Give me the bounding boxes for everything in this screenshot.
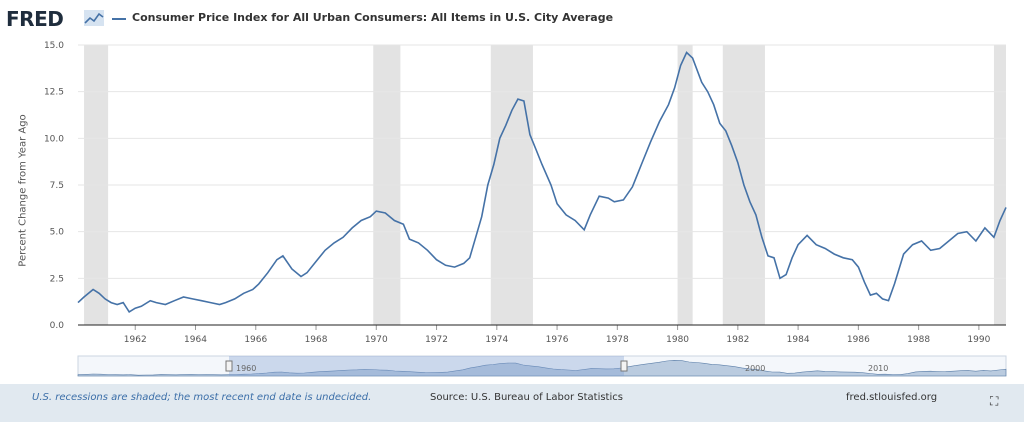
x-tick-label: 1984 [787,335,810,345]
x-tick-label: 1966 [244,335,267,345]
series-title: Consumer Price Index for All Urban Consu… [132,11,614,24]
y-tick-label: 5.0 [50,228,65,238]
x-tick-label: 1962 [124,335,147,345]
y-tick-labels: 0.0 2.5 5.0 7.5 10.0 12.5 15.0 [44,41,64,331]
x-tick-label: 1986 [847,335,870,345]
navigator-area [77,359,1007,377]
y-tick-label: 2.5 [50,274,64,284]
y-tick-label: 7.5 [50,181,64,191]
fred-logo[interactable]: FRED [6,7,64,31]
range-navigator[interactable]: 1960 2000 2010 [77,355,1007,377]
chart-header: FRED Consumer Price Index for All Urban … [0,0,1024,40]
x-tick-label: 1970 [365,335,388,345]
series-line[interactable] [77,51,1007,313]
x-tick-label: 1988 [907,335,930,345]
fred-chart-icon [84,10,104,26]
x-tick-label: 1964 [184,335,207,345]
navigator-handle-right[interactable] [620,360,628,372]
x-tick-label: 1980 [666,335,689,345]
y-tick-label: 12.5 [44,88,64,98]
x-tick-label: 1978 [606,335,629,345]
y-tick-label: 15.0 [44,41,64,51]
x-tick-label: 1990 [967,335,990,345]
x-tick-label: 1982 [726,335,749,345]
x-tick-label: 1976 [546,335,569,345]
navigator-label-left: 1960 [236,364,256,373]
y-tick-label: 0.0 [50,321,65,331]
source-text: Source: U.S. Bureau of Labor Statistics [430,392,623,403]
y-tick-label: 10.0 [44,134,64,144]
navigator-label-mid-2: 2010 [868,364,888,373]
navigator-label-mid-1: 2000 [745,364,765,373]
navigator-handle-left[interactable] [225,360,233,372]
chart-footer: U.S. recessions are shaded; the most rec… [0,384,1024,422]
x-tick-label: 1974 [485,335,508,345]
recession-note: U.S. recessions are shaded; the most rec… [32,392,372,403]
x-tick-labels: 1962 1964 1966 1968 1970 1972 1974 1976 1978 1980… [124,325,991,345]
fullscreen-icon[interactable]: ⛶ [990,394,999,408]
legend-swatch [112,18,126,20]
fred-url-link[interactable]: fred.stlouisfed.org [846,392,938,403]
x-tick-label: 1968 [305,335,328,345]
x-tick-label: 1972 [425,335,448,345]
grid-lines [78,44,1006,279]
chart-svg: 0.02.55.07.510.012.515.0 1962 1964 1966 196… [44,41,1007,377]
navigator-selection[interactable] [229,356,624,376]
